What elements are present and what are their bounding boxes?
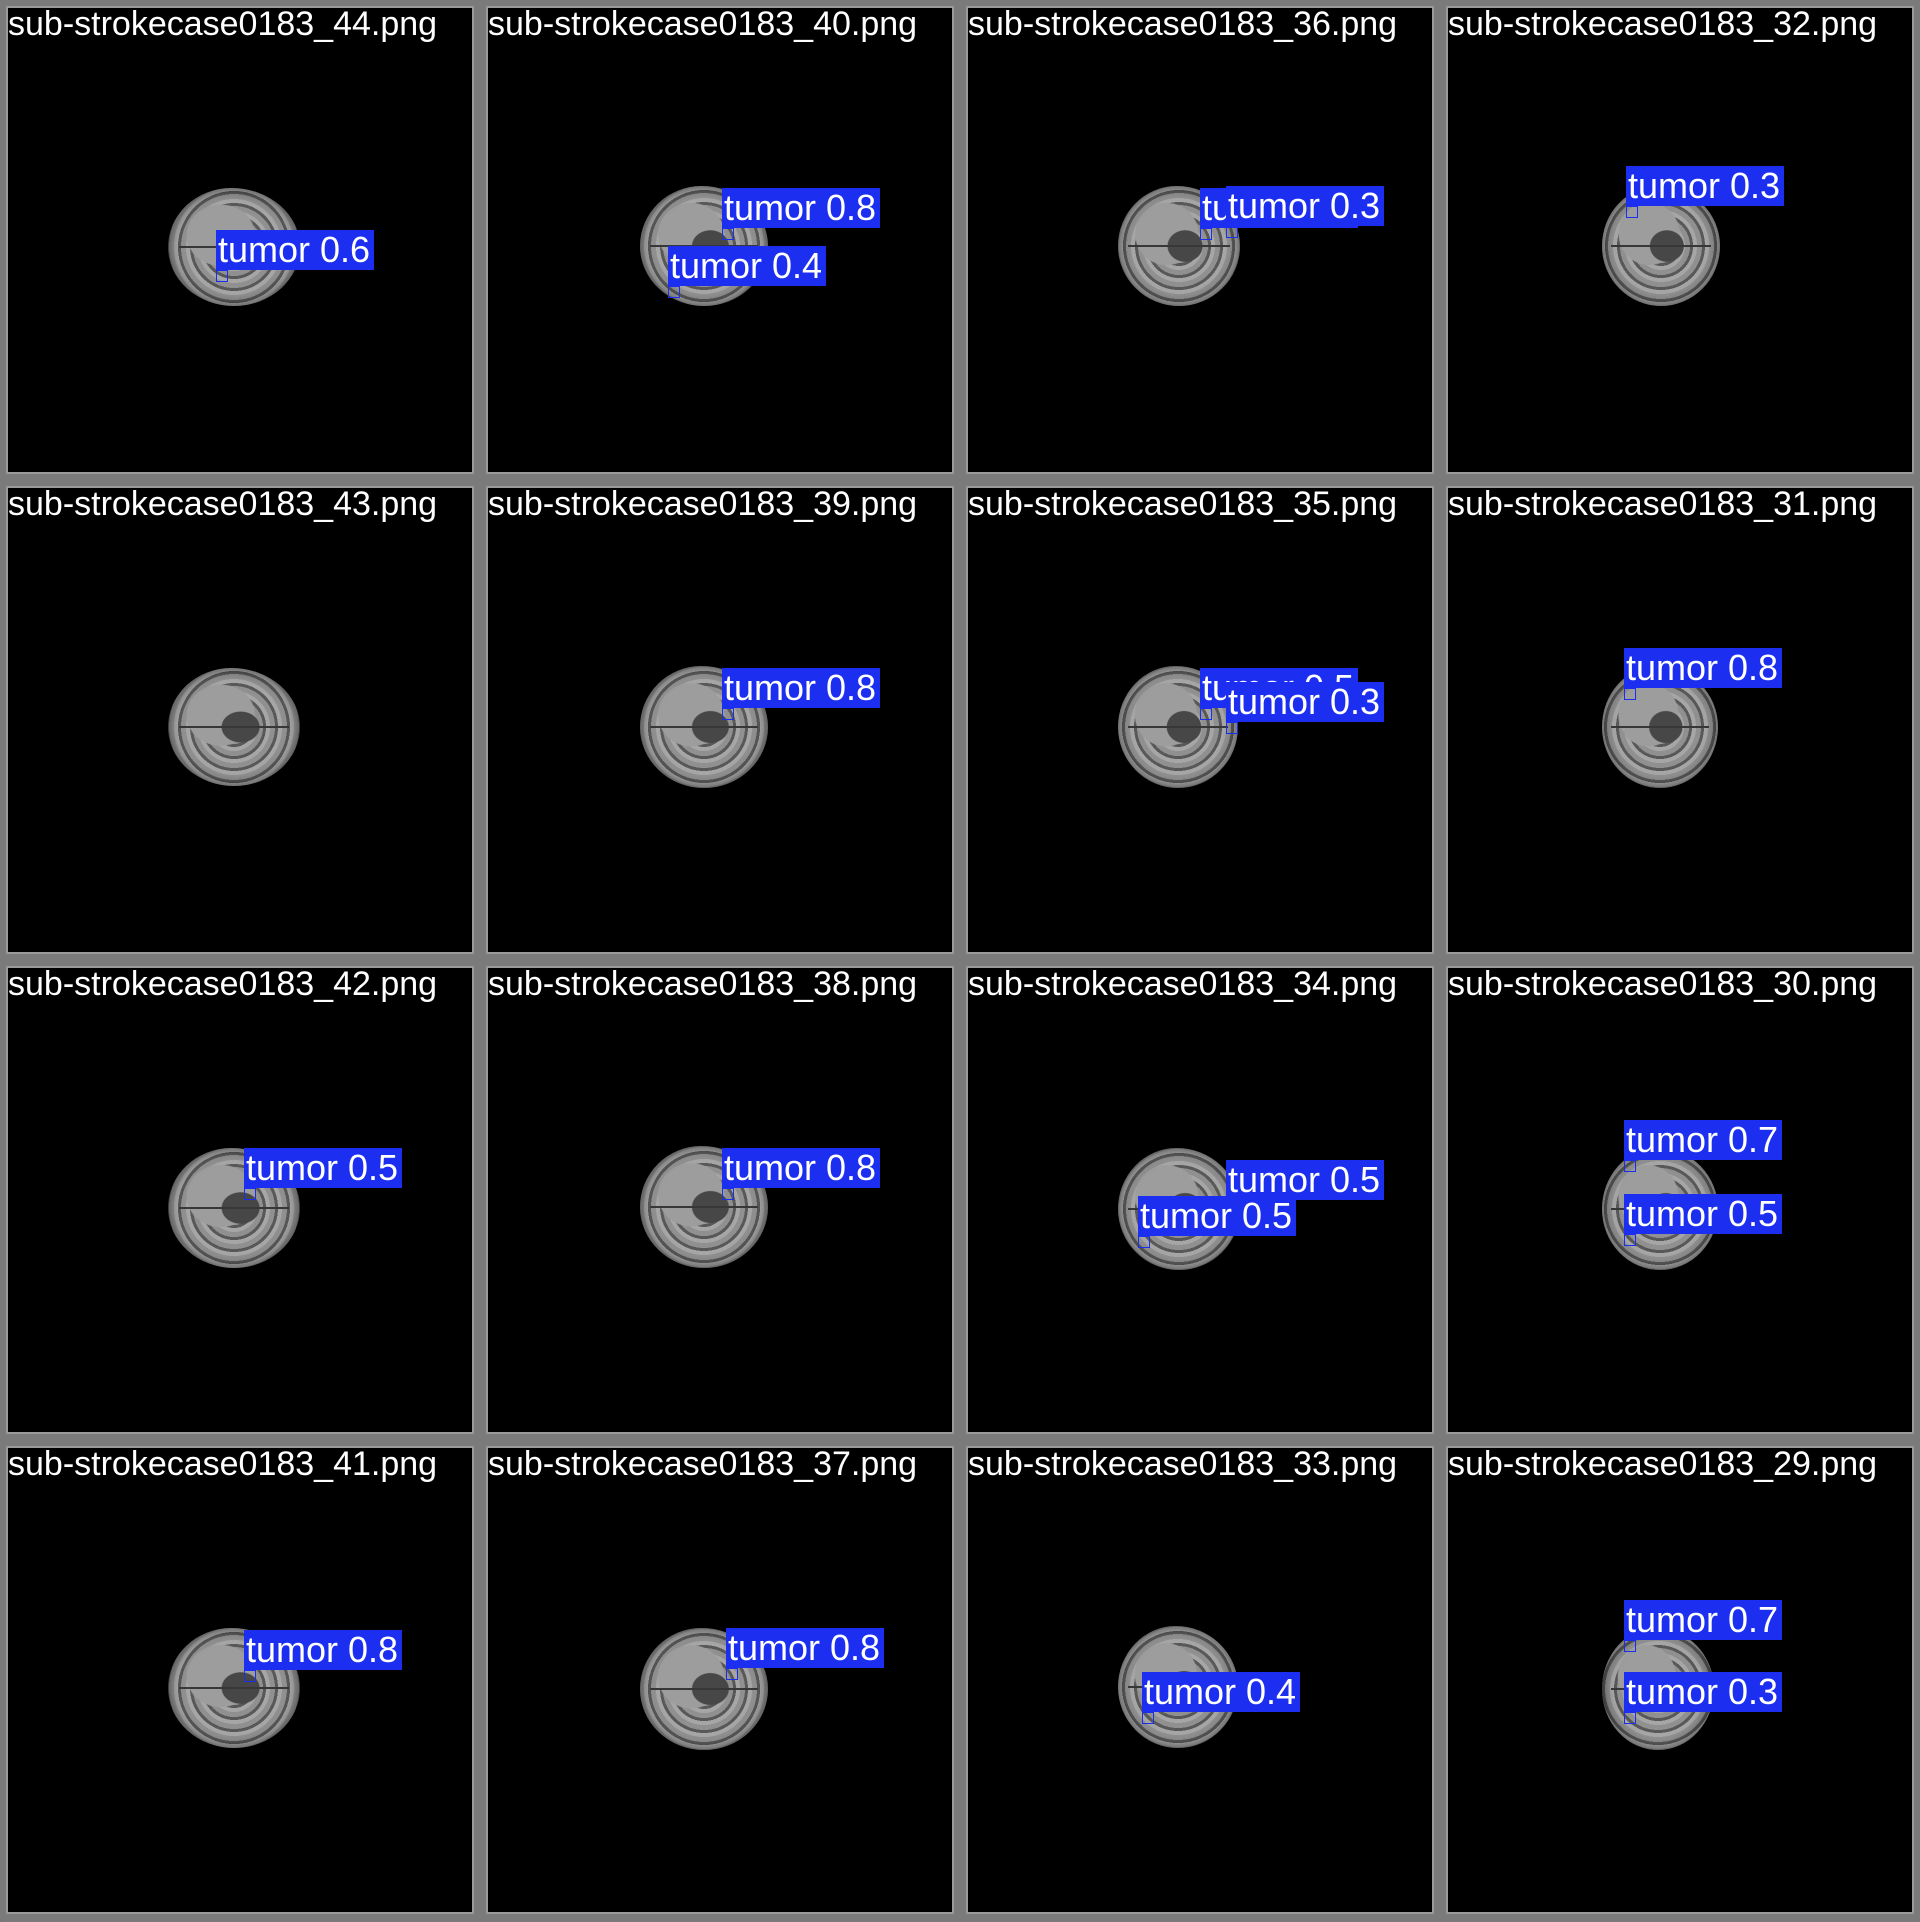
tile-filename: sub-strokecase0183_42.png bbox=[8, 965, 438, 1003]
mri-slice-image: tumor 0.7 tumor 0.3 bbox=[1446, 1446, 1914, 1914]
brain-scan bbox=[1602, 186, 1720, 306]
image-tile: tumor 0.8 sub-strokecase0183_31.png bbox=[1442, 482, 1920, 962]
tile-filename: sub-strokecase0183_30.png bbox=[1448, 965, 1878, 1003]
mri-slice-image: tumor 0.3tumor 0.3 bbox=[966, 6, 1434, 474]
tile-filename: sub-strokecase0183_32.png bbox=[1448, 5, 1878, 43]
image-tile: tumor 0.7 tumor 0.3 sub-strokecase0183_29.… bbox=[1442, 1442, 1920, 1922]
image-tile: tumor 0.4 sub-strokecase0183_33.png bbox=[962, 1442, 1442, 1922]
detection-label: tumor 0.8 bbox=[726, 1628, 885, 1668]
image-tile: tumor 0.8 sub-strokecase0183_41.png bbox=[2, 1442, 482, 1922]
mri-slice-image: tumor 0.5 tumor 0.5 bbox=[966, 966, 1434, 1434]
tile-filename: sub-strokecase0183_38.png bbox=[488, 965, 918, 1003]
detection-label: tumor 0.5 bbox=[244, 1148, 403, 1188]
detection-label: tumor 0.4 bbox=[668, 246, 827, 286]
mri-slice-image: tumor 0.5 bbox=[6, 966, 474, 1434]
detection-label: tumor 0.7 bbox=[1624, 1600, 1783, 1640]
image-tile: tumor 0.3 sub-strokecase0183_32.png bbox=[1442, 2, 1920, 482]
mri-slice-image bbox=[6, 486, 474, 954]
detection-label: tumor 0.3 bbox=[1226, 682, 1385, 722]
detection-label: tumor 0.6 bbox=[216, 230, 375, 270]
mri-slice-image: tumor 0.6 bbox=[6, 6, 474, 474]
mri-slice-image: tumor 0.8 bbox=[1446, 486, 1914, 954]
mri-slice-image: tumor 0.7 tumor 0.5 bbox=[1446, 966, 1914, 1434]
detection-label: tumor 0.4 bbox=[1142, 1672, 1301, 1712]
mri-slice-image: tumor 0.8 bbox=[6, 1446, 474, 1914]
detection-label: tumor 0.8 bbox=[722, 668, 881, 708]
brain-scan bbox=[168, 668, 300, 786]
tile-filename: sub-strokecase0183_43.png bbox=[8, 485, 438, 523]
image-tile: tumor 0.7 tumor 0.5 sub-strokecase0183_30.… bbox=[1442, 962, 1920, 1442]
detection-label: tumor 0.5 bbox=[1226, 1160, 1385, 1200]
tile-filename: sub-strokecase0183_31.png bbox=[1448, 485, 1878, 523]
mri-slice-image: tumor 0.8 bbox=[486, 1446, 954, 1914]
mri-slice-image: tumor 0.4 bbox=[966, 1446, 1434, 1914]
detection-label: tumor 0.3 bbox=[1226, 186, 1385, 226]
image-tile: tumor 0.8 sub-strokecase0183_38.png bbox=[482, 962, 962, 1442]
detection-label: tumor 0.3 bbox=[1624, 1672, 1783, 1712]
brain-scan bbox=[640, 1146, 768, 1268]
tile-filename: sub-strokecase0183_33.png bbox=[968, 1445, 1398, 1483]
tile-filename: sub-strokecase0183_37.png bbox=[488, 1445, 918, 1483]
tile-filename: sub-strokecase0183_44.png bbox=[8, 5, 438, 43]
mri-slice-image: tumor 0.8 bbox=[486, 966, 954, 1434]
detection-label: tumor 0.8 bbox=[722, 188, 881, 228]
tile-filename: sub-strokecase0183_29.png bbox=[1448, 1445, 1878, 1483]
brain-scan bbox=[168, 1148, 300, 1268]
detection-label: tumor 0.8 bbox=[1624, 648, 1783, 688]
detection-label: tumor 0.5 bbox=[1138, 1196, 1297, 1236]
tile-filename: sub-strokecase0183_35.png bbox=[968, 485, 1398, 523]
image-tile: tumor 0.5 tumor 0.5 sub-strokecase0183_34.… bbox=[962, 962, 1442, 1442]
image-tile: sub-strokecase0183_43.png bbox=[2, 482, 482, 962]
image-tile: tumor 0.3tumor 0.3sub-strokecase0183_36.… bbox=[962, 2, 1442, 482]
image-tile: tumor 0.8 sub-strokecase0183_39.png bbox=[482, 482, 962, 962]
tile-filename: sub-strokecase0183_34.png bbox=[968, 965, 1398, 1003]
image-tile: tumor 0.6 sub-strokecase0183_44.png bbox=[2, 2, 482, 482]
detection-label: tumor 0.8 bbox=[244, 1630, 403, 1670]
tile-filename: sub-strokecase0183_40.png bbox=[488, 5, 918, 43]
tile-filename: sub-strokecase0183_39.png bbox=[488, 485, 918, 523]
detection-label: tumor 0.5 bbox=[1624, 1194, 1783, 1234]
detection-label: tumor 0.3 bbox=[1626, 166, 1785, 206]
mri-slice-image: tumor 0.8 tumor 0.4 bbox=[486, 6, 954, 474]
tile-filename: sub-strokecase0183_41.png bbox=[8, 1445, 438, 1483]
tile-filename: sub-strokecase0183_36.png bbox=[968, 5, 1398, 43]
image-tile: tumor 0.5 sub-strokecase0183_42.png bbox=[2, 962, 482, 1442]
detection-label: tumor 0.7 bbox=[1624, 1120, 1783, 1160]
detection-label: tumor 0.8 bbox=[722, 1148, 881, 1188]
image-tile: tumor 0.8 sub-strokecase0183_37.png bbox=[482, 1442, 962, 1922]
image-tile: tumor 0.8 tumor 0.4 sub-strokecase0183_40.… bbox=[482, 2, 962, 482]
mri-slice-image: tumor 0.3 bbox=[1446, 6, 1914, 474]
mri-slice-image: tumor 0.8 bbox=[486, 486, 954, 954]
